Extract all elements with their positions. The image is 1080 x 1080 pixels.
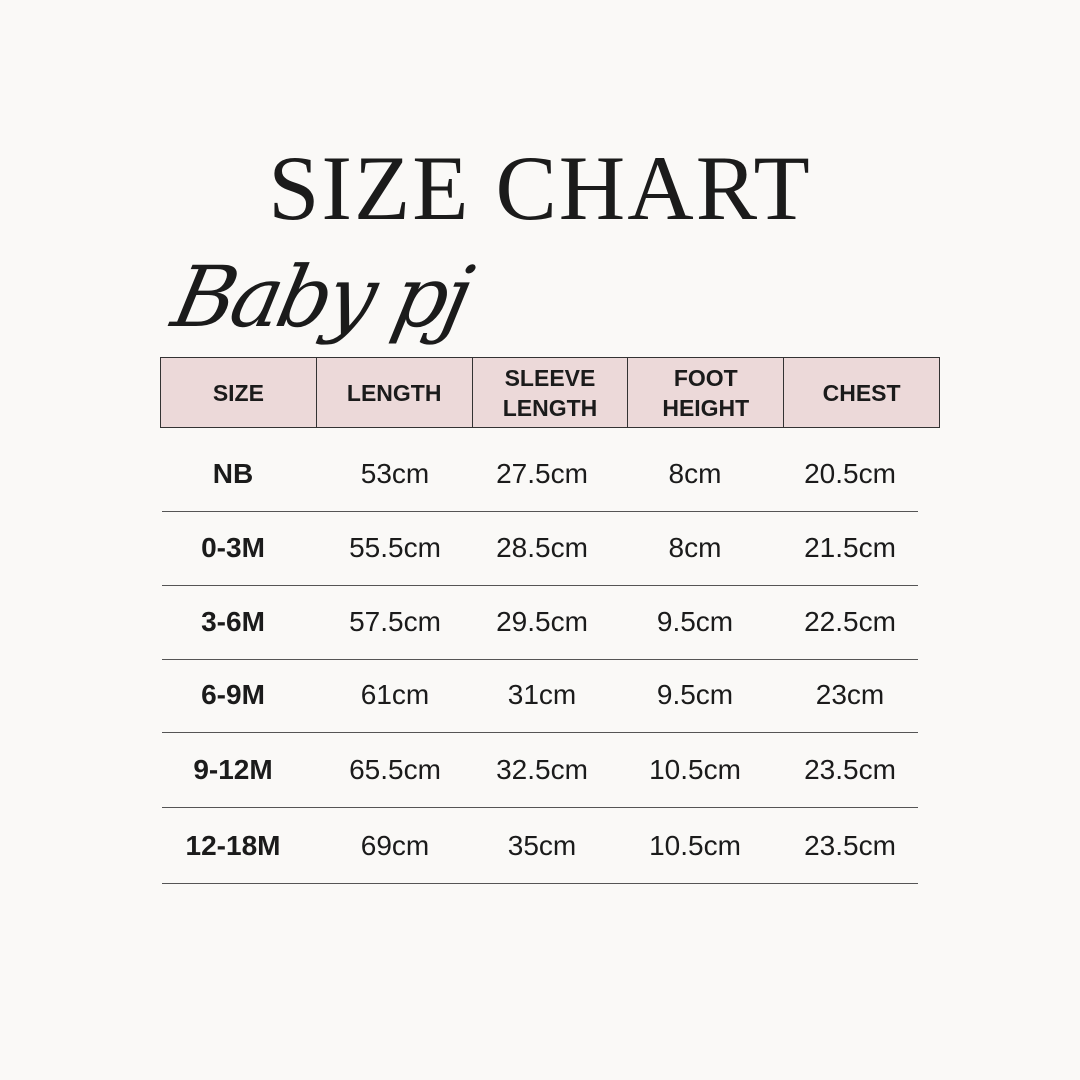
table-cell: 69cm [360,830,430,861]
table-cell: 8cm [668,532,722,563]
table-header: SIZE LENGTH SLEEVE LENGTH FOOT HEIGHT CH… [160,357,940,428]
table-cell: 21.5cm [804,532,896,563]
table-cell: 29.5cm [496,606,588,637]
table-cell: 31cm [507,679,577,710]
table-cell: 65.5cm [349,754,441,785]
table-cell: 8cm [668,458,722,489]
table-cell: NB [212,458,254,489]
header-foot-height: FOOT HEIGHT [628,358,785,427]
table-cell: 20.5cm [804,458,896,489]
table-cell: 28.5cm [496,532,588,563]
product-subtitle: Baby pj [164,248,477,346]
header-size: SIZE [161,358,317,427]
table-cell: 61cm [360,679,430,710]
table-cell: 27.5cm [496,458,588,489]
header-sleeve-length-text: SLEEVE LENGTH [502,364,598,421]
table-cell: 22.5cm [804,606,896,637]
table-cell: 53cm [360,458,430,489]
table-cell: 10.5cm [649,754,741,785]
header-foot-height-text: FOOT HEIGHT [662,364,750,421]
table-cell: 6-9M [201,679,265,710]
table-cell: 35cm [507,830,577,861]
table-row: NB 53cm 27.5cm 8cm 20.5cm [162,437,918,512]
table-cell: 55.5cm [349,532,441,563]
table-cell: 57.5cm [349,606,441,637]
table-cell: 23.5cm [804,830,896,861]
table-cell: 10.5cm [649,830,741,861]
table-cell: 9.5cm [656,606,734,637]
table-cell: 9.5cm [656,679,734,710]
table-cell: 23cm [815,679,885,710]
table-row: 6-9M 61cm 31cm 9.5cm 23cm [162,658,918,733]
header-length: LENGTH [317,358,473,427]
table-row: 12-18M 69cm 35cm 10.5cm 23.5cm [162,809,918,884]
table-cell: 23.5cm [804,754,896,785]
header-chest: CHEST [822,379,901,406]
table-cell: 12-18M [185,830,281,861]
table-row: 3-6M 57.5cm 29.5cm 9.5cm 22.5cm [162,585,918,660]
table-row: 0-3M 55.5cm 28.5cm 8cm 21.5cm [162,511,918,586]
table-row: 9-12M 65.5cm 32.5cm 10.5cm 23.5cm [162,733,918,808]
header-sleeve-length: SLEEVE LENGTH [473,358,629,427]
table-cell: 32.5cm [496,754,588,785]
table-cell: 9-12M [193,754,273,785]
table-cell: 0-3M [201,532,265,563]
table-cell: 3-6M [201,606,265,637]
page-title: SIZE CHART [268,137,812,239]
